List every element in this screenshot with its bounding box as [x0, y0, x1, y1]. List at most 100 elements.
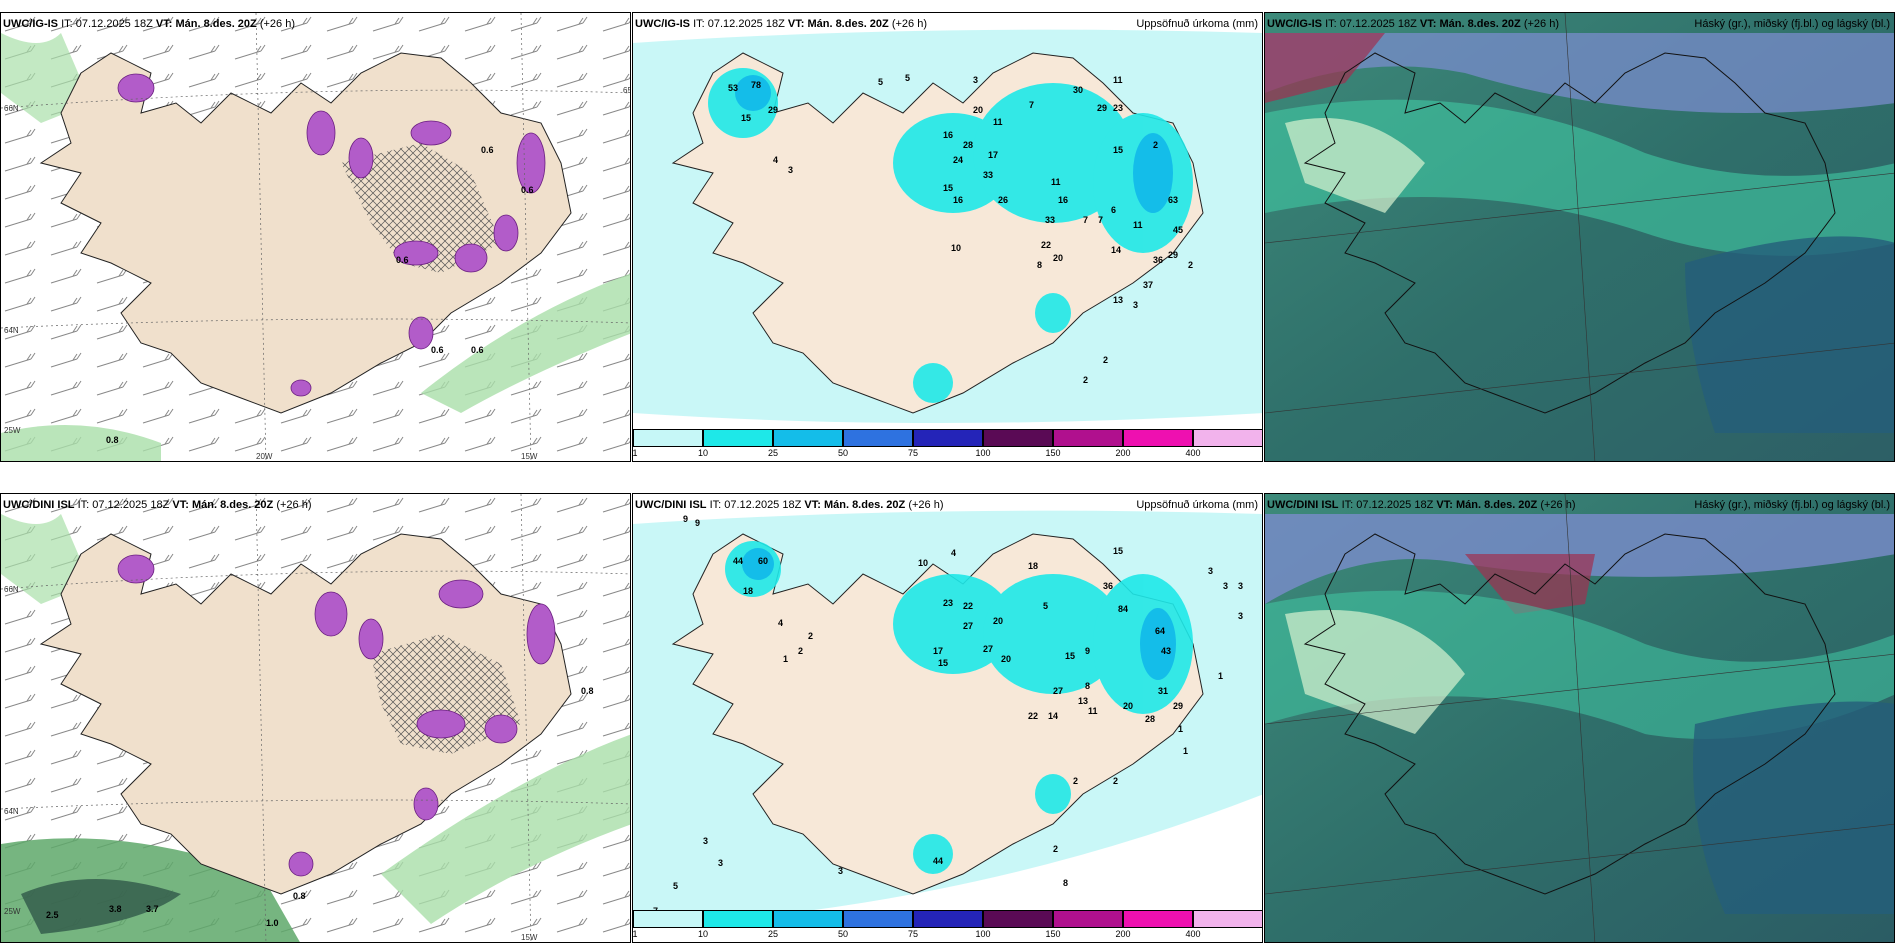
precip-heavy-s [21, 879, 181, 934]
cbar-seg-6 [1053, 429, 1123, 447]
svg-text:66N: 66N [4, 585, 19, 594]
cbar-tick: 200 [1115, 448, 1131, 458]
svg-text:37: 37 [1143, 280, 1153, 290]
svg-text:15: 15 [1113, 546, 1123, 556]
cbar-seg-4 [913, 910, 983, 928]
svg-text:3: 3 [1133, 300, 1138, 310]
svg-text:44: 44 [933, 856, 943, 866]
svg-text:7: 7 [1029, 100, 1034, 110]
svg-text:64N: 64N [4, 807, 19, 816]
svg-text:64: 64 [1155, 626, 1165, 636]
svg-text:11: 11 [1088, 706, 1098, 716]
low-clouds-green [1265, 590, 1894, 739]
panel-header: UWC/DINI ISL IT: 07.12.2025 18Z VT: Mán.… [633, 494, 1262, 516]
precip-shade-se [381, 734, 630, 924]
cbar-seg-5 [983, 910, 1053, 928]
precip-blobs [117, 73, 546, 397]
svg-text:24: 24 [953, 155, 963, 165]
svg-text:33: 33 [1045, 215, 1055, 225]
cbar-tick: 50 [837, 929, 849, 939]
svg-text:15: 15 [938, 658, 948, 668]
svg-text:3: 3 [703, 836, 708, 846]
svg-text:60: 60 [758, 556, 768, 566]
svg-text:4: 4 [778, 618, 783, 628]
svg-text:7: 7 [1098, 215, 1103, 225]
panel-igis-precip-wind: 66N 64N 20W 15W 25W 65N 0.6 0.6 0.6 0.6 … [0, 12, 631, 462]
svg-text:15W: 15W [521, 933, 538, 942]
svg-text:20: 20 [1123, 701, 1133, 711]
svg-text:3: 3 [973, 75, 978, 85]
cbar-tick: 75 [907, 929, 919, 939]
svg-text:2: 2 [1103, 355, 1108, 365]
cbar-seg-4 [913, 429, 983, 447]
shade-heavy [742, 548, 1176, 680]
svg-text:5: 5 [673, 881, 678, 891]
cbar-seg-8 [1193, 429, 1262, 447]
svg-text:43: 43 [1161, 646, 1171, 656]
cbar-seg-1 [703, 910, 773, 928]
svg-text:36: 36 [1103, 581, 1113, 591]
panel-dini-clouds: UWC/DINI ISL IT: 07.12.2025 18Z VT: Mán.… [1264, 493, 1895, 943]
svg-text:20W: 20W [256, 452, 273, 461]
svg-text:23: 23 [943, 598, 953, 608]
mid-clouds-red [1265, 33, 1385, 103]
svg-text:29: 29 [1173, 701, 1183, 711]
cbar-seg-7 [1123, 910, 1193, 928]
svg-text:27: 27 [983, 644, 993, 654]
svg-text:3.8: 3.8 [109, 904, 122, 914]
svg-text:0.6: 0.6 [396, 255, 409, 265]
cbar-tick: 10 [697, 929, 709, 939]
cbar-tick: 100 [975, 448, 991, 458]
svg-text:29: 29 [768, 105, 778, 115]
cbar-tick: 25 [767, 929, 779, 939]
svg-text:0.6: 0.6 [481, 145, 494, 155]
cbar-seg-1 [703, 429, 773, 447]
svg-text:78: 78 [751, 80, 761, 90]
svg-text:13: 13 [1113, 295, 1123, 305]
svg-text:5: 5 [878, 77, 883, 87]
map-dini-clouds [1265, 494, 1894, 942]
high-clouds [1265, 33, 1894, 114]
svg-text:20: 20 [993, 616, 1003, 626]
svg-text:18: 18 [1028, 561, 1038, 571]
mixed-clouds [1285, 118, 1425, 213]
svg-text:1: 1 [1218, 671, 1223, 681]
svg-text:45: 45 [1173, 225, 1183, 235]
svg-text:1: 1 [1183, 746, 1188, 756]
svg-text:8: 8 [1063, 878, 1068, 888]
svg-text:2: 2 [1083, 375, 1088, 385]
svg-text:2: 2 [1053, 844, 1058, 854]
map-igis-clouds [1265, 13, 1894, 461]
svg-text:3: 3 [1238, 611, 1243, 621]
cbar-seg-2 [773, 910, 843, 928]
svg-text:11: 11 [1133, 220, 1143, 230]
svg-text:14: 14 [1111, 245, 1121, 255]
clear-area-blue [1685, 236, 1894, 433]
svg-text:14: 14 [1048, 711, 1058, 721]
svg-text:2: 2 [1113, 776, 1118, 786]
cbar-tick: 150 [1045, 929, 1061, 939]
iceland-landmass [39, 533, 572, 895]
svg-text:53: 53 [728, 83, 738, 93]
cbar-tick: 1 [632, 929, 638, 939]
svg-text:84: 84 [1118, 604, 1128, 614]
cbar-tick: 100 [975, 929, 991, 939]
cbar-seg-0 [633, 429, 703, 447]
svg-text:2: 2 [1073, 776, 1078, 786]
clear-area-blue [1693, 701, 1894, 914]
svg-text:22: 22 [1041, 240, 1051, 250]
svg-text:15W: 15W [521, 452, 538, 461]
svg-text:15: 15 [741, 113, 751, 123]
panel-right-title: Háský (gr.), miðský (fj.bl.) og lágský (… [1694, 499, 1890, 511]
svg-text:3: 3 [788, 165, 793, 175]
svg-text:23: 23 [1113, 103, 1123, 113]
svg-text:2: 2 [1153, 140, 1158, 150]
panel-header: UWC/DINI ISL IT: 07.12.2025 18Z VT: Mán.… [3, 499, 312, 511]
svg-text:2: 2 [808, 631, 813, 641]
svg-text:15: 15 [1065, 651, 1075, 661]
shade-heavy [735, 75, 1173, 213]
svg-text:3: 3 [718, 858, 723, 868]
svg-text:9: 9 [1085, 646, 1090, 656]
svg-text:4: 4 [951, 548, 956, 558]
panel-header: UWC/DINI ISL IT: 07.12.2025 18Z VT: Mán.… [1265, 494, 1894, 516]
